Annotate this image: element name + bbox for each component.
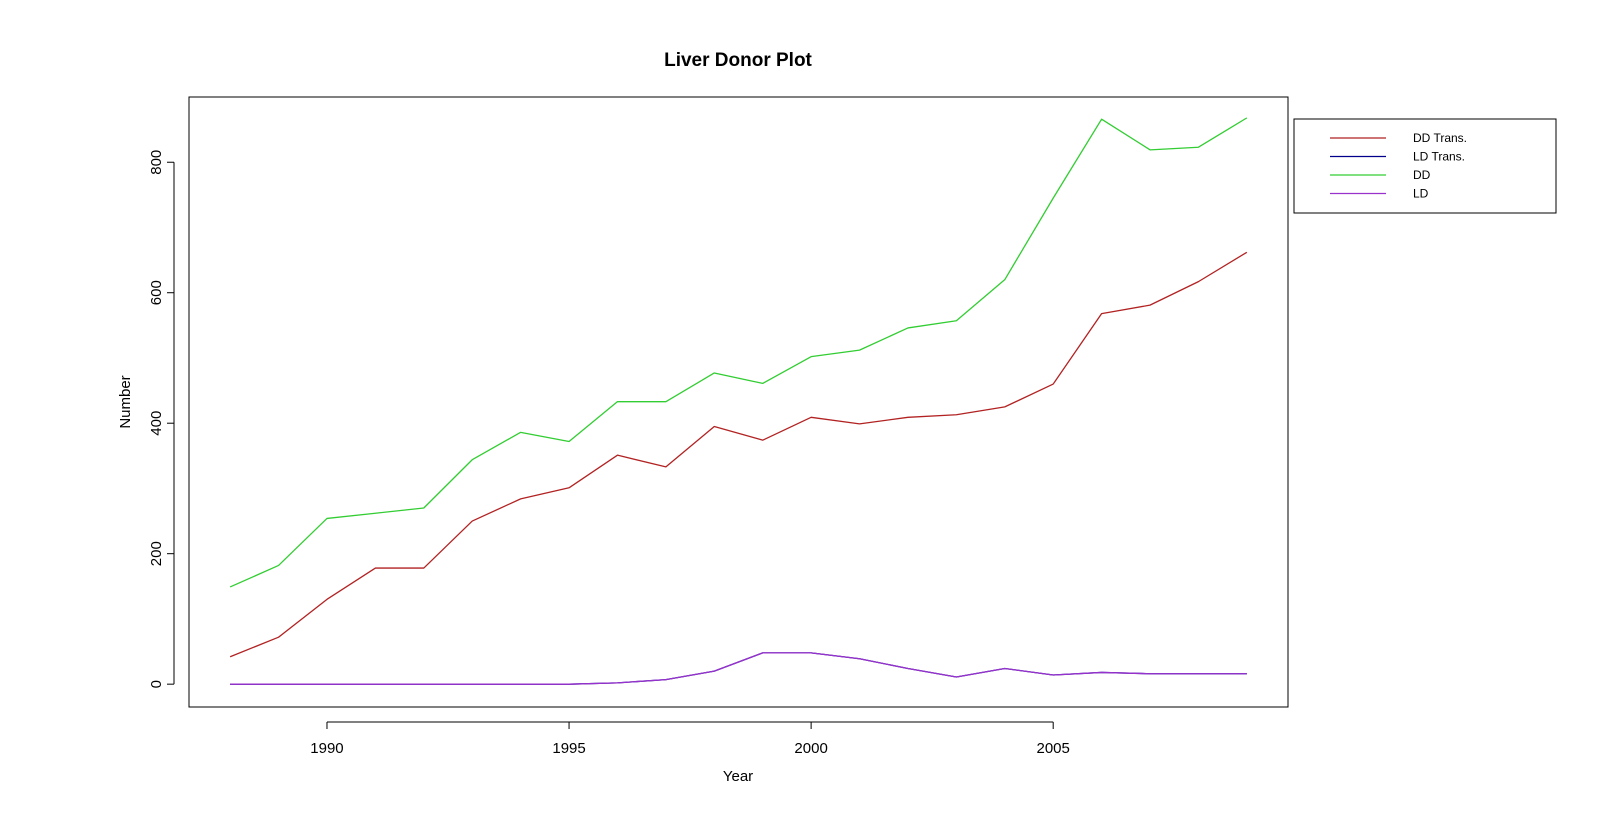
series-line-dd bbox=[229, 117, 1248, 588]
y-tick-label: 0 bbox=[148, 680, 165, 688]
x-axis-label: Year bbox=[723, 768, 753, 785]
series-line-dd-trans bbox=[229, 251, 1248, 658]
plot-frame bbox=[188, 96, 1289, 708]
legend-label: LD bbox=[1413, 187, 1429, 201]
x-tick-label: 1990 bbox=[310, 740, 343, 757]
chart-title: Liver Donor Plot bbox=[664, 50, 812, 71]
series-layer bbox=[229, 117, 1248, 685]
legend-label: LD Trans. bbox=[1413, 150, 1465, 164]
y-tick-label: 800 bbox=[148, 150, 165, 175]
y-tick-label: 200 bbox=[148, 541, 165, 566]
x-tick-label: 2000 bbox=[794, 740, 827, 757]
y-tick-label: 400 bbox=[148, 411, 165, 436]
y-tick-label: 600 bbox=[148, 280, 165, 305]
x-axis: 1990 1995 2000 2005 bbox=[310, 721, 1070, 757]
x-tick-label: 1995 bbox=[552, 740, 585, 757]
x-tick-label: 2005 bbox=[1037, 740, 1070, 757]
legend: DD Trans. LD Trans. DD LD bbox=[1293, 118, 1557, 214]
legend-label: DD bbox=[1413, 168, 1431, 182]
series-line-ld-trans bbox=[230, 652, 1247, 685]
series-line-ld bbox=[230, 652, 1247, 685]
y-axis: 0 200 400 600 800 bbox=[148, 150, 175, 688]
legend-box bbox=[1293, 118, 1557, 214]
legend-label: DD Trans. bbox=[1413, 131, 1467, 145]
y-axis-label: Number bbox=[117, 375, 134, 428]
